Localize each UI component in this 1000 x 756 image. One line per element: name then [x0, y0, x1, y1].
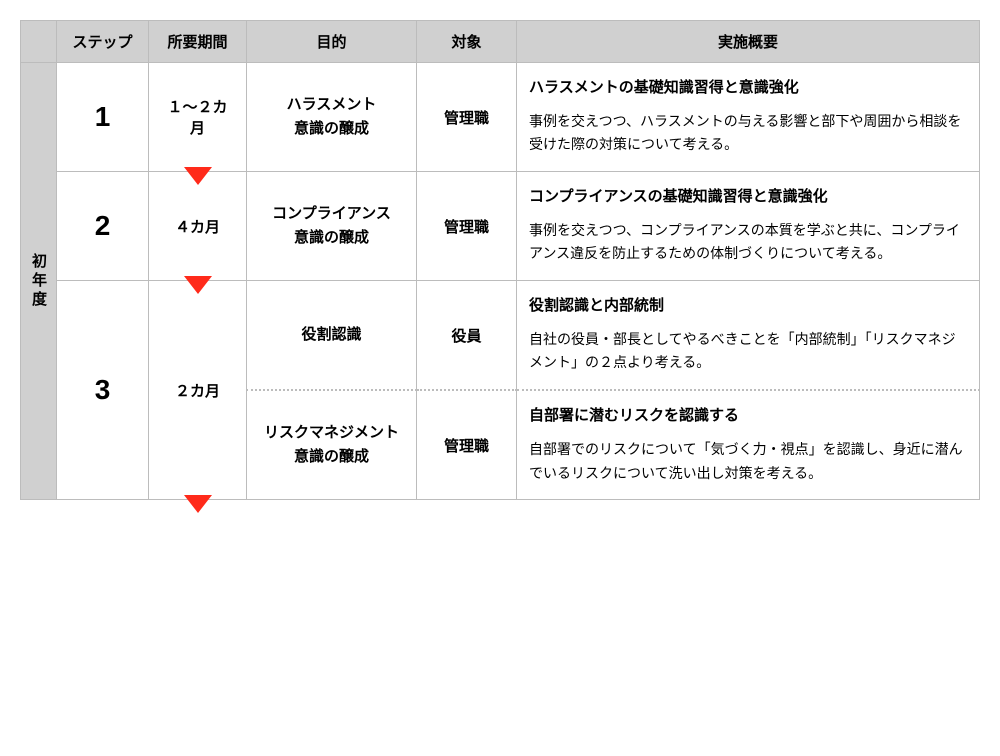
target: 管理職 [417, 63, 517, 172]
purpose: 役割認識 [247, 281, 417, 391]
target: 役員 [417, 281, 517, 391]
arrow-down-icon [184, 167, 212, 185]
table-row: 初年度 1 １～２カ月 ハラスメント意識の醸成 管理職 ハラスメントの基礎知識習… [21, 63, 980, 172]
training-plan-table: ステップ 所要期間 目的 対象 実施概要 初年度 1 １～２カ月 ハラスメント意… [20, 20, 980, 500]
col-year [21, 21, 57, 63]
col-purpose: 目的 [247, 21, 417, 63]
target: 管理職 [417, 172, 517, 281]
step-number: 3 [57, 281, 149, 500]
col-step: ステップ [57, 21, 149, 63]
duration-cell: １～２カ月 [149, 63, 247, 172]
purpose: ハラスメント意識の醸成 [247, 63, 417, 172]
duration-cell: ４カ月 [149, 172, 247, 281]
table-row: 3 ２カ月 役割認識 役員 役割認識と内部統制 自社の役員・部長としてやるべきこ… [21, 281, 980, 391]
col-target: 対象 [417, 21, 517, 63]
purpose: コンプライアンス意識の醸成 [247, 172, 417, 281]
arrow-down-icon [184, 495, 212, 513]
table-header-row: ステップ 所要期間 目的 対象 実施概要 [21, 21, 980, 63]
col-duration: 所要期間 [149, 21, 247, 63]
duration-cell: ２カ月 [149, 281, 247, 500]
table-row: 2 ４カ月 コンプライアンス意識の醸成 管理職 コンプライアンスの基礎知識習得と… [21, 172, 980, 281]
overview: コンプライアンスの基礎知識習得と意識強化 事例を交えつつ、コンプライアンスの本質… [517, 172, 980, 281]
step-number: 1 [57, 63, 149, 172]
step-number: 2 [57, 172, 149, 281]
overview: 自部署に潜むリスクを認識する 自部署でのリスクについて「気づく力・視点」を認識し… [517, 390, 980, 500]
year-label: 初年度 [21, 63, 57, 500]
overview: 役割認識と内部統制 自社の役員・部長としてやるべきことを「内部統制」「リスクマネ… [517, 281, 980, 391]
arrow-down-icon [184, 276, 212, 294]
target: 管理職 [417, 390, 517, 500]
overview: ハラスメントの基礎知識習得と意識強化 事例を交えつつ、ハラスメントの与える影響と… [517, 63, 980, 172]
purpose: リスクマネジメント意識の醸成 [247, 390, 417, 500]
col-overview: 実施概要 [517, 21, 980, 63]
